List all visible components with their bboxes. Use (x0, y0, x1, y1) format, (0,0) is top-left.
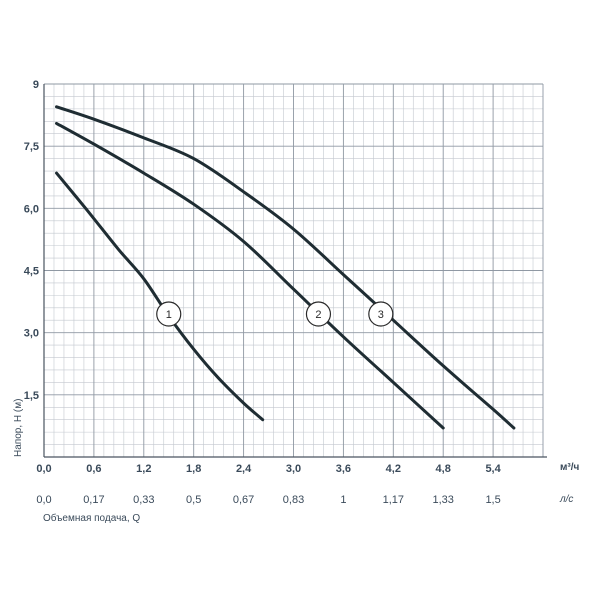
x2-axis-unit: л/с (559, 494, 573, 505)
x2-tick-label: 1,5 (485, 494, 500, 506)
x2-tick-label: 1 (340, 494, 346, 506)
curve-2 (55, 121, 445, 430)
x2-tick-label: 0,67 (233, 494, 254, 506)
curve-1 (55, 171, 265, 422)
x-tick-label: 3,6 (336, 463, 351, 475)
x2-tick-labels: 0,0 0,17 0,33 0,5 0,67 0,83 1 1,17 1,33 1,5 (36, 494, 500, 506)
curves (55, 105, 516, 430)
curve-2-label: 2 (315, 309, 321, 321)
curve-3-marker (368, 301, 394, 327)
curve-2-marker (305, 301, 332, 327)
y-tick-label: 1,5 (24, 390, 39, 402)
x2-tick-label: 1,33 (432, 494, 453, 506)
x2-tick-label: 1,17 (383, 494, 404, 506)
x2-tick-label: 0,5 (186, 494, 201, 506)
x-tick-labels: 0,0 0,6 1,2 1,8 2,4 3,0 3,6 4,2 4,8 5,4 (36, 463, 501, 475)
x-tick-label: 1,8 (186, 463, 201, 475)
y-tick-label: 6,0 (24, 203, 39, 215)
x-tick-label: 3,0 (286, 463, 301, 475)
x2-tick-label: 0,0 (36, 494, 51, 506)
curve-labels: 1 2 3 (156, 301, 394, 327)
x-tick-label: 2,4 (236, 463, 252, 475)
y-tick-label: 9 (33, 79, 39, 91)
x2-tick-label: 0,17 (83, 494, 104, 506)
major-grid (43, 83, 544, 458)
y-tick-label: 7,5 (24, 141, 39, 153)
x-tick-label: 0,6 (86, 463, 101, 475)
x-tick-label: 5,4 (485, 463, 501, 475)
curve-1-label: 1 (166, 309, 172, 321)
y-tick-label: 3,0 (24, 328, 39, 340)
x-tick-label: 4,8 (436, 463, 451, 475)
x2-tick-label: 0,83 (283, 494, 304, 506)
x-tick-label: 1,2 (136, 463, 151, 475)
y-axis-title: Напор, H (м) (13, 399, 24, 457)
y-tick-label: 4,5 (24, 266, 39, 278)
x-tick-label: 4,2 (386, 463, 401, 475)
x-axis-title: Объемная подача, Q (43, 512, 140, 524)
curve-3-label: 3 (378, 309, 384, 321)
x-axis-unit: м³/ч (560, 462, 580, 473)
curve-1-marker (156, 301, 182, 327)
curve-3 (55, 105, 516, 430)
x-tick-label: 0,0 (36, 463, 51, 475)
x2-tick-label: 0,33 (133, 494, 154, 506)
y-tick-labels: 1,5 3,0 4,5 6,0 7,5 9 (24, 79, 39, 402)
